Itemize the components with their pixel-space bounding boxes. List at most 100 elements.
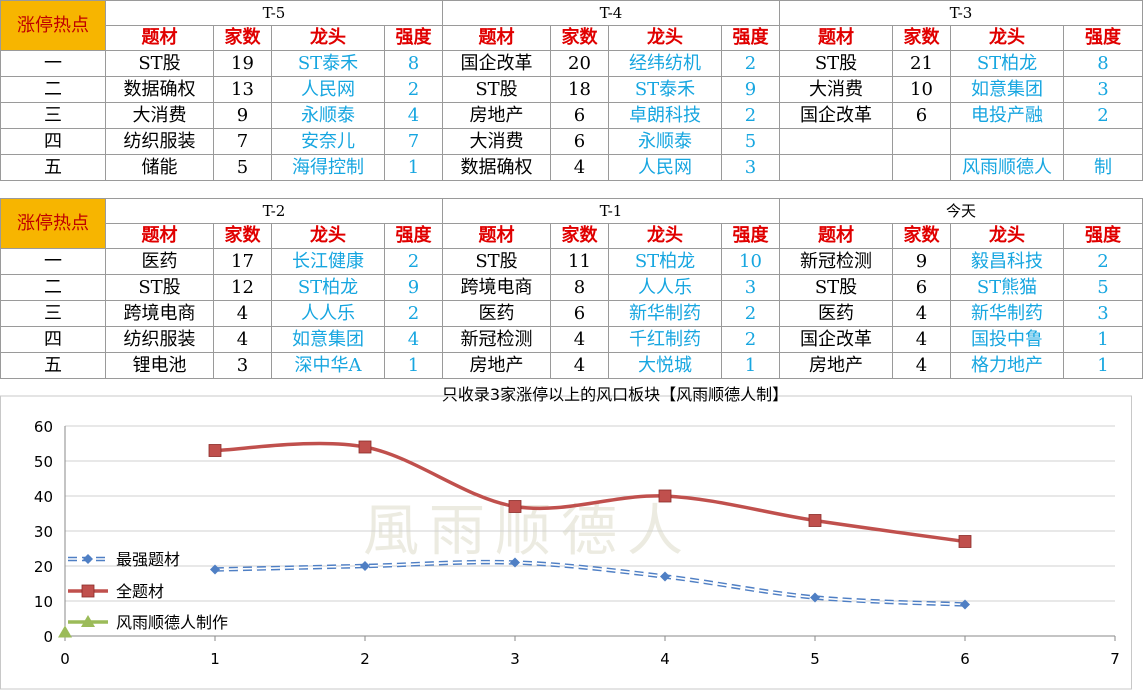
column-header-row: 题材 家数 龙头 强度 题材 家数 龙头 强度 题材 家数 龙头 强度 (1, 223, 1143, 249)
leader-cell: 如意集团 (950, 76, 1064, 103)
theme-cell: 房地产 (442, 352, 551, 379)
chart-area: 只收录3家涨停以上的风口板块【风雨顺德人制】 風雨顺德人 0 10 20 30 40 50… (0, 382, 1143, 690)
leader-cell: 长江健康 (271, 248, 385, 275)
data-point (208, 444, 222, 457)
column-header: 题材 (105, 25, 214, 51)
strength-cell: 4 (384, 102, 443, 129)
rank-cell: 五 (0, 352, 106, 379)
leader-cell: 人人乐 (608, 274, 722, 301)
theme-cell: 医药 (442, 300, 551, 327)
data-point (658, 489, 672, 503)
table-row: 四纺织服装 7 安奈儿 7 大消费 6 永顺泰 5 (0, 128, 1143, 155)
x-tick-label: 2 (360, 650, 370, 668)
leader-cell: ST柏龙 (271, 274, 385, 301)
theme-cell: 房地产 (442, 102, 551, 129)
leader-cell: 卓朗科技 (608, 102, 722, 129)
legend-item: 最强题材 (68, 550, 180, 569)
legend-marker (81, 584, 95, 598)
count-cell: 11 (550, 248, 609, 275)
series-1 (210, 557, 970, 610)
strength-cell: 2 (1063, 248, 1143, 275)
column-header: 强度 (1063, 25, 1143, 51)
period-header-row: 涨停热点 T-2 T-1 今天 (0, 198, 1143, 249)
count-cell: 4 (550, 154, 609, 181)
count-cell: 7 (213, 128, 272, 155)
column-header: 龙头 (950, 25, 1064, 51)
leader-cell: 海得控制 (271, 154, 385, 181)
leader-cell: 如意集团 (271, 326, 385, 353)
leader-cell: 安奈儿 (271, 128, 385, 155)
data-point (960, 599, 970, 610)
y-tick-label: 20 (34, 558, 53, 576)
theme-cell: ST股 (779, 274, 893, 301)
column-header: 龙头 (271, 223, 385, 249)
legend-item: 全题材 (68, 582, 164, 601)
strength-cell: 2 (384, 248, 443, 275)
strength-cell: 5 (1063, 274, 1143, 301)
theme-cell: 大消费 (779, 76, 893, 103)
data-point (810, 592, 820, 603)
rank-cell: 三 (0, 300, 106, 327)
theme-cell: 新冠检测 (442, 326, 551, 353)
chart-frame (0, 395, 1132, 690)
hotspot-table-lower: 涨停热点 T-2 T-1 今天 题材 家数 龙头 强度 题材 家数 龙头 强度 题材 家数 龙头 强度一医药 1… (0, 198, 1143, 379)
strength-cell: 2 (721, 102, 780, 129)
count-cell (892, 128, 951, 155)
count-cell: 17 (213, 248, 272, 275)
strength-cell: 4 (384, 326, 443, 353)
leader-cell: 格力地产 (950, 352, 1064, 379)
strength-cell: 2 (384, 76, 443, 103)
leader-cell: 风雨顺德人 (950, 154, 1064, 181)
theme-cell: 新冠检测 (779, 248, 893, 275)
leader-cell: ST柏龙 (950, 50, 1064, 77)
strength-cell: 9 (384, 274, 443, 301)
data-point (360, 561, 370, 571)
leader-cell: ST柏龙 (608, 248, 722, 275)
leader-cell: ST泰禾 (608, 76, 722, 103)
count-cell: 4 (550, 352, 609, 379)
data-point (508, 500, 522, 513)
theme-cell (779, 154, 893, 181)
count-cell: 13 (213, 76, 272, 103)
leader-cell: 毅昌科技 (950, 248, 1064, 275)
table-row: 三跨境电商 4 人人乐 2 医药 6 新华制药 2 医药 4 新华制药 3 (0, 300, 1143, 327)
leader-cell: 人民网 (271, 76, 385, 103)
period-title: 今天 (779, 198, 1143, 224)
theme-cell: 跨境电商 (105, 300, 214, 327)
count-cell: 18 (550, 76, 609, 103)
rank-cell: 一 (0, 248, 106, 275)
leader-cell: ST泰禾 (271, 50, 385, 77)
leader-cell: 经纬纺机 (608, 50, 722, 77)
theme-cell: ST股 (105, 274, 214, 301)
strength-cell: 1 (384, 154, 443, 181)
theme-cell: ST股 (105, 50, 214, 77)
theme-cell: ST股 (442, 76, 551, 103)
column-header: 强度 (721, 25, 780, 51)
column-header: 家数 (550, 25, 609, 51)
theme-cell: 数据确权 (442, 154, 551, 181)
hotspot-badge: 涨停热点 (0, 198, 106, 249)
count-cell: 12 (213, 274, 272, 301)
count-cell: 6 (550, 300, 609, 327)
table-row: 一医药 17 长江健康 2 ST股 11 ST柏龙 10 新冠检测 9 毅昌科技 2 (0, 248, 1143, 275)
strength-cell: 1 (721, 352, 780, 379)
count-cell (892, 154, 951, 181)
count-cell: 8 (550, 274, 609, 301)
x-tick-label: 0 (60, 650, 70, 668)
period-title: T-1 (442, 198, 780, 224)
rank-cell: 五 (0, 154, 106, 181)
table-row: 一 ST股 19 ST泰禾 8 国企改革 20 经纬纺机 2 ST股 21 ST柏龙 8 (0, 50, 1143, 77)
strength-cell (1063, 128, 1143, 155)
column-header: 题材 (105, 223, 214, 249)
count-cell: 4 (892, 326, 951, 353)
y-tick-label: 40 (34, 488, 53, 506)
leader-cell: 深中华A (271, 352, 385, 379)
leader-cell: 人民网 (608, 154, 722, 181)
leader-cell: 千红制药 (608, 326, 722, 353)
theme-cell: 数据确权 (105, 76, 214, 103)
count-cell: 6 (550, 128, 609, 155)
theme-cell: 国企改革 (779, 326, 893, 353)
count-cell: 20 (550, 50, 609, 77)
theme-cell: 纺织服装 (105, 128, 214, 155)
